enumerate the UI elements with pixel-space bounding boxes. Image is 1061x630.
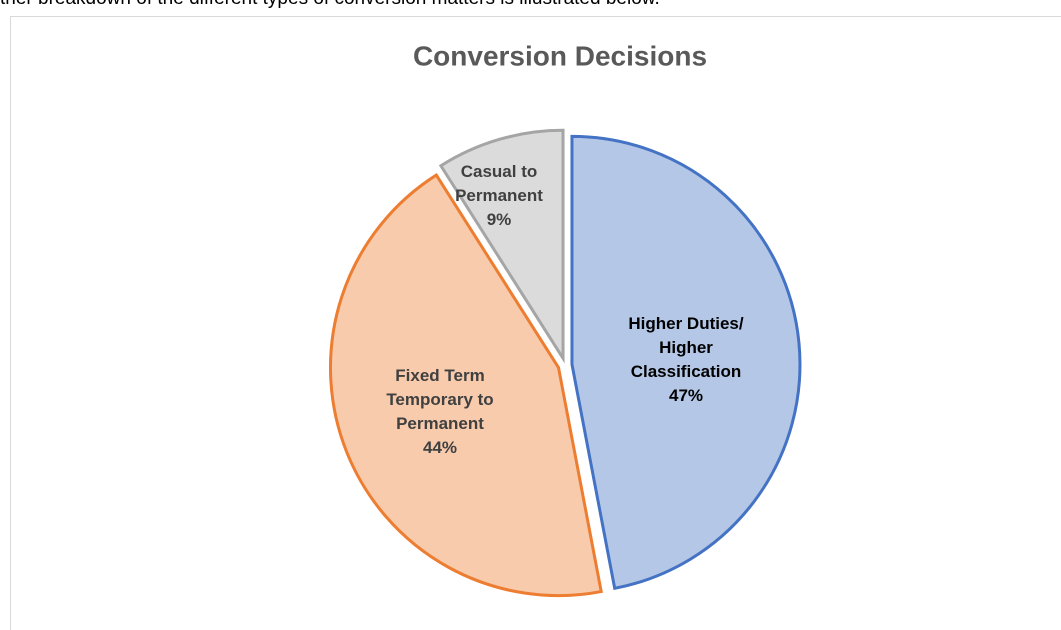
slice-percent: 47% xyxy=(668,386,704,405)
pie-slice xyxy=(329,172,603,597)
slice-label: Fixed Term Temporary to Permanent 44% xyxy=(370,364,510,460)
slice-category: Casual to Permanent xyxy=(455,162,543,205)
slice-percent: 9% xyxy=(486,210,512,229)
slice-category: Higher Duties/ Higher Classification xyxy=(628,314,744,381)
slice-label: Casual to Permanent 9% xyxy=(449,160,549,232)
slice-label: Higher Duties/ Higher Classification 47% xyxy=(606,312,766,408)
slice-category: Fixed Term Temporary to Permanent xyxy=(386,366,494,433)
pie-slice xyxy=(438,128,565,364)
chart-title: Conversion Decisions xyxy=(413,40,707,71)
pie-slice xyxy=(570,134,802,591)
intro-text: ther breakdown of the different types of… xyxy=(0,0,660,10)
slice-percent: 44% xyxy=(422,438,458,457)
